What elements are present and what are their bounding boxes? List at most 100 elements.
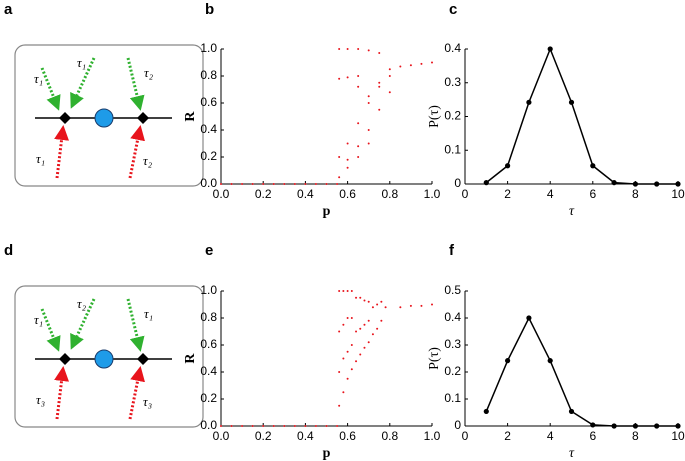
point: [338, 290, 341, 292]
x-tick-label: 0.8: [381, 187, 398, 201]
green-arrow: [70, 57, 96, 109]
marker: [611, 180, 617, 186]
site: [59, 353, 71, 365]
point: [342, 290, 345, 292]
x-tick-label: 0.6: [339, 429, 356, 443]
marker: [611, 423, 617, 429]
y-tick-label: 0.4: [200, 122, 217, 136]
point: [346, 377, 349, 380]
panel-label: f: [449, 242, 455, 259]
red-arrow: [54, 366, 70, 420]
marker: [505, 163, 511, 169]
y-tick-label: 0.4: [444, 41, 461, 55]
point: [346, 142, 349, 145]
point: [357, 48, 360, 50]
point: [346, 158, 349, 161]
point: [367, 95, 370, 98]
y-tick-label: 0.0: [200, 176, 217, 190]
marker: [590, 163, 596, 169]
marker: [483, 180, 489, 186]
point: [350, 368, 353, 371]
red-arrow: [128, 125, 146, 179]
y-tick-label: 0.6: [200, 95, 217, 109]
x-tick-label: 4: [547, 187, 554, 201]
y-axis-label: P(τ): [427, 105, 442, 128]
rate-label: τ₁: [36, 151, 45, 166]
point: [262, 183, 265, 185]
point: [378, 108, 381, 111]
diagram-box: [14, 44, 204, 187]
x-axis-label: τ: [569, 204, 575, 219]
y-axis-label: R: [183, 353, 198, 364]
marker: [675, 181, 681, 187]
x-tick-label: 0.6: [339, 187, 356, 201]
x-tick-label: 0.0: [213, 429, 230, 443]
point: [371, 333, 374, 336]
point: [355, 330, 358, 333]
point: [380, 300, 383, 303]
point: [357, 145, 360, 148]
red-arrow: [128, 366, 146, 420]
point: [304, 425, 307, 427]
point: [363, 299, 366, 302]
x-axis-label: p: [323, 204, 331, 219]
point: [380, 319, 383, 322]
y-tick-label: 0.2: [200, 149, 217, 163]
point: [230, 425, 233, 427]
point: [338, 404, 341, 407]
site: [59, 112, 71, 124]
y-tick-label: 0.2: [444, 364, 461, 378]
marker: [568, 408, 575, 415]
point: [346, 290, 349, 292]
point: [342, 357, 345, 360]
point: [367, 142, 370, 145]
point: [304, 183, 307, 185]
line: [485, 46, 678, 185]
y-tick-label: 0.8: [200, 310, 217, 324]
diagram-d: τ₁ τ₂ τ₁ τ₃ τ₃: [14, 285, 204, 428]
point: [230, 183, 233, 185]
rate-label: τ₁: [77, 55, 86, 70]
point: [220, 183, 222, 185]
point: [342, 323, 345, 326]
site: [137, 112, 149, 124]
point: [346, 48, 349, 50]
point: [367, 49, 370, 52]
point: [399, 65, 402, 68]
x-tick-label: 10: [671, 187, 685, 201]
x-tick-label: 0: [462, 187, 469, 201]
y-tick-label: 1.0: [200, 41, 217, 55]
y-tick-label: 0.3: [444, 75, 461, 89]
x-tick-label: 6: [589, 187, 596, 201]
green-arrow: [126, 298, 145, 352]
marker: [654, 181, 660, 187]
x-tick-label: 0.2: [255, 429, 272, 443]
point: [376, 303, 379, 306]
point: [241, 425, 244, 427]
point: [420, 62, 423, 65]
x-axis-label: p: [323, 446, 331, 461]
rate-label: τ₁: [144, 306, 153, 321]
panel-label: b: [205, 1, 214, 18]
x-tick-label: 4: [547, 429, 554, 443]
point: [431, 303, 433, 306]
y-axis-label: R: [183, 111, 198, 122]
point: [367, 129, 370, 131]
y-tick-label: 0: [454, 176, 461, 190]
rate-label: τ₂: [143, 153, 153, 168]
point: [346, 166, 349, 169]
x-tick-label: 10: [671, 429, 685, 443]
point: [346, 350, 349, 353]
point: [338, 176, 341, 179]
marker: [675, 423, 681, 429]
point: [359, 296, 362, 299]
point: [357, 122, 360, 125]
x-tick-label: 0.4: [297, 429, 314, 443]
rate-label: τ₃: [36, 392, 45, 407]
panel-label: a: [4, 1, 13, 18]
marker: [483, 408, 489, 415]
marker: [590, 422, 596, 428]
marker: [654, 423, 660, 429]
y-tick-label: 0.2: [200, 391, 217, 405]
point: [325, 425, 328, 427]
